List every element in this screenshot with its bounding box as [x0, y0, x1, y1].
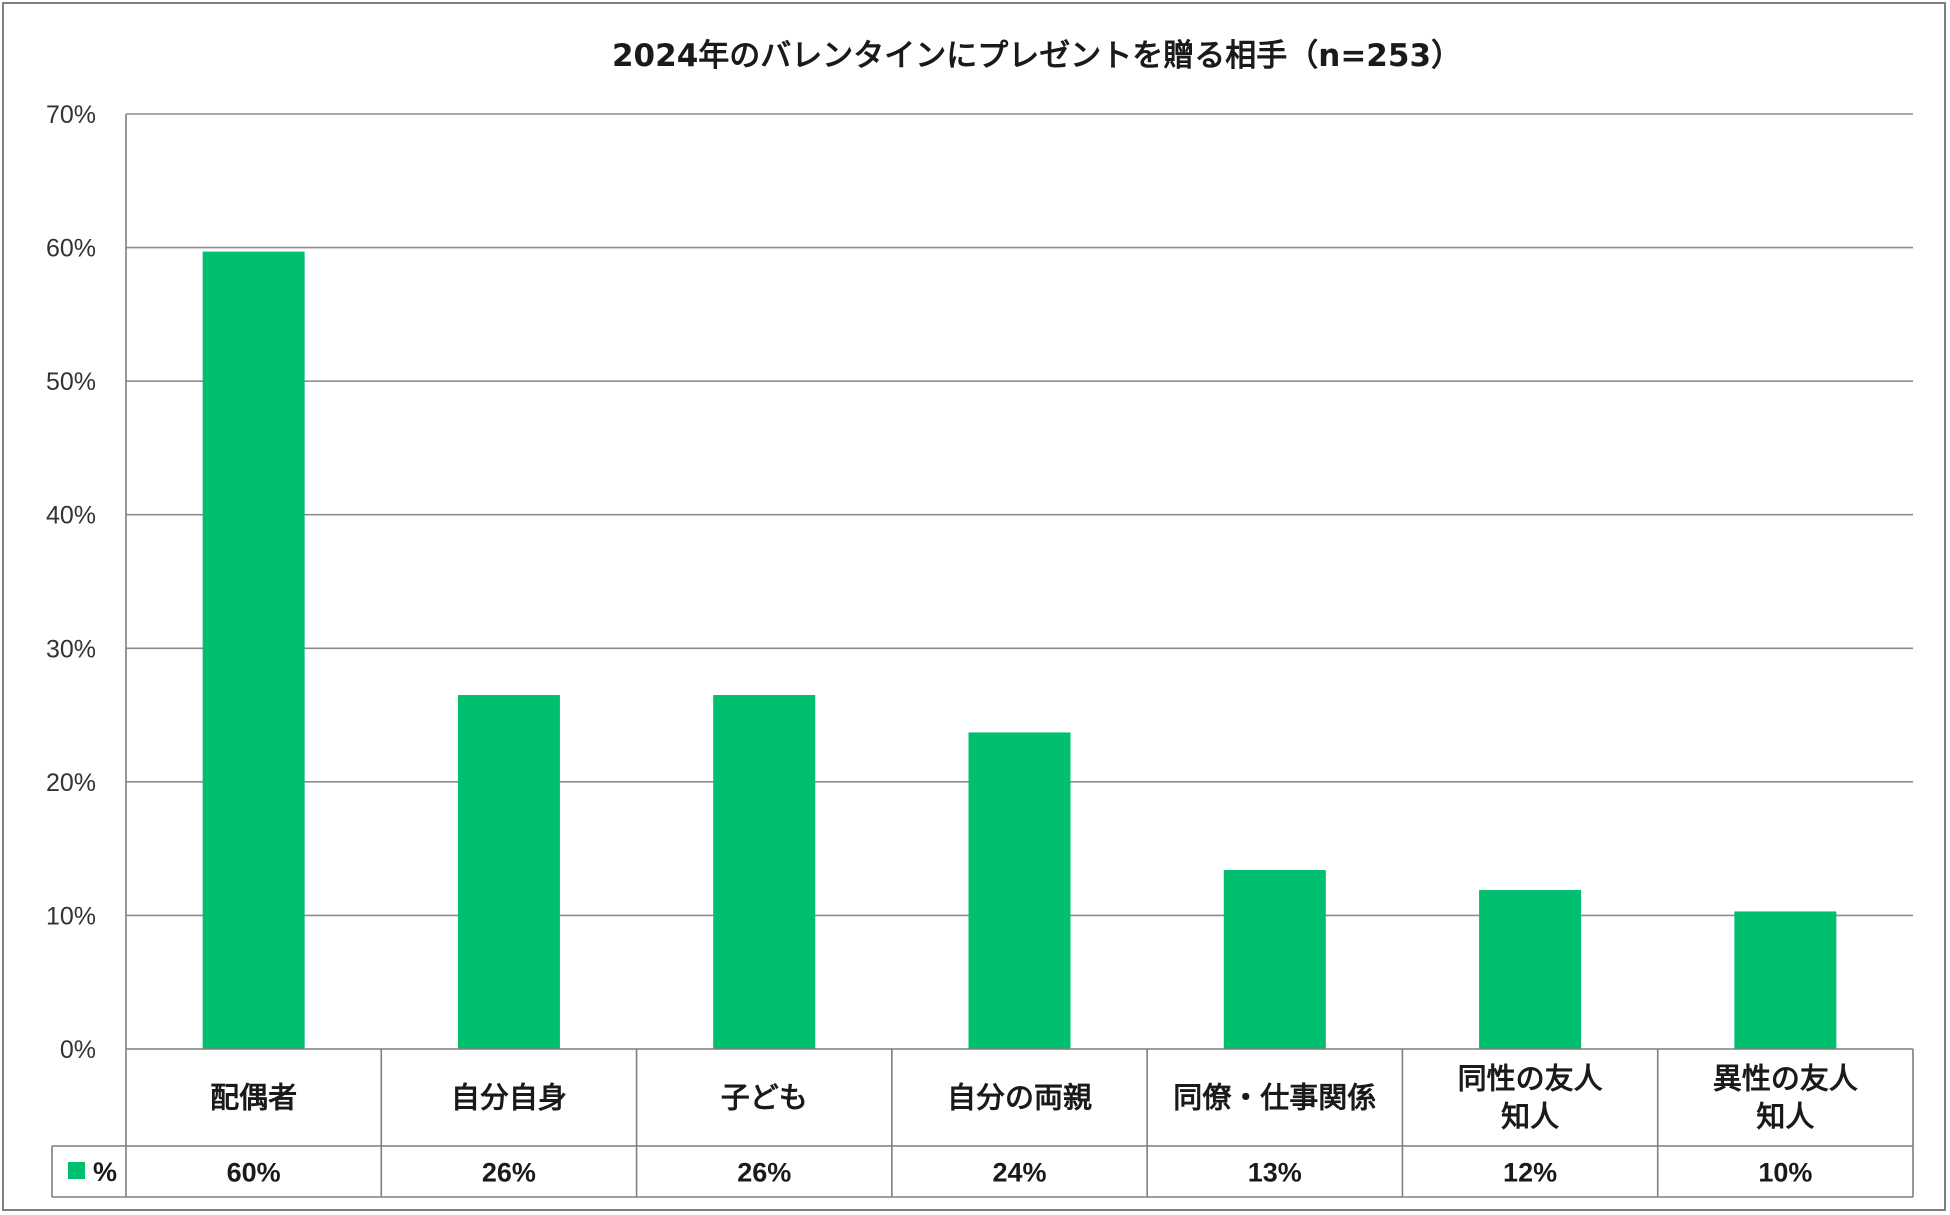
y-tick-label: 10% — [46, 902, 96, 930]
y-tick-label: 30% — [46, 635, 96, 663]
legend-label: % — [93, 1157, 117, 1187]
data-label: 12% — [1503, 1158, 1557, 1188]
gridlines — [125, 113, 1913, 1197]
category-label: 同僚・仕事関係 — [1173, 1081, 1376, 1115]
category-label: 自分の両親 — [947, 1081, 1092, 1115]
category-label: 配偶者 — [210, 1081, 297, 1115]
legend-swatch — [68, 1162, 85, 1179]
y-tick-label: 70% — [46, 101, 96, 129]
bar — [968, 732, 1071, 1049]
category-label: 自分自身 — [451, 1081, 567, 1115]
y-tick-label: 50% — [46, 368, 96, 396]
data-label: 26% — [737, 1158, 791, 1188]
category-label: 知人 — [1756, 1100, 1814, 1134]
bar — [713, 695, 816, 1049]
bar — [457, 695, 560, 1049]
data-label: 26% — [482, 1158, 536, 1188]
data-label: 10% — [1758, 1158, 1812, 1188]
y-tick-label: 60% — [46, 235, 96, 263]
category-label: 異性の友人 — [1713, 1062, 1858, 1096]
data-label: 24% — [992, 1158, 1046, 1188]
bar — [1223, 870, 1326, 1049]
bar — [1734, 911, 1837, 1049]
y-tick-label: 40% — [46, 502, 96, 530]
chart-title: 2024年のバレンタインにプレゼントを贈る相手（n=253） — [612, 38, 1462, 74]
y-tick-label: 0% — [60, 1036, 96, 1064]
category-label: 子ども — [721, 1081, 808, 1115]
category-label: 知人 — [1501, 1100, 1559, 1134]
y-tick-label: 20% — [46, 769, 96, 797]
data-label: 60% — [227, 1158, 281, 1188]
bar — [202, 251, 305, 1050]
data-label: 13% — [1248, 1158, 1302, 1188]
bar — [1479, 890, 1582, 1049]
y-axis-ticks: 0% 10% 20% 30% 40% 50% 60% 70% — [46, 101, 96, 1064]
bars — [202, 251, 1837, 1050]
category-label: 同性の友人 — [1458, 1062, 1603, 1096]
